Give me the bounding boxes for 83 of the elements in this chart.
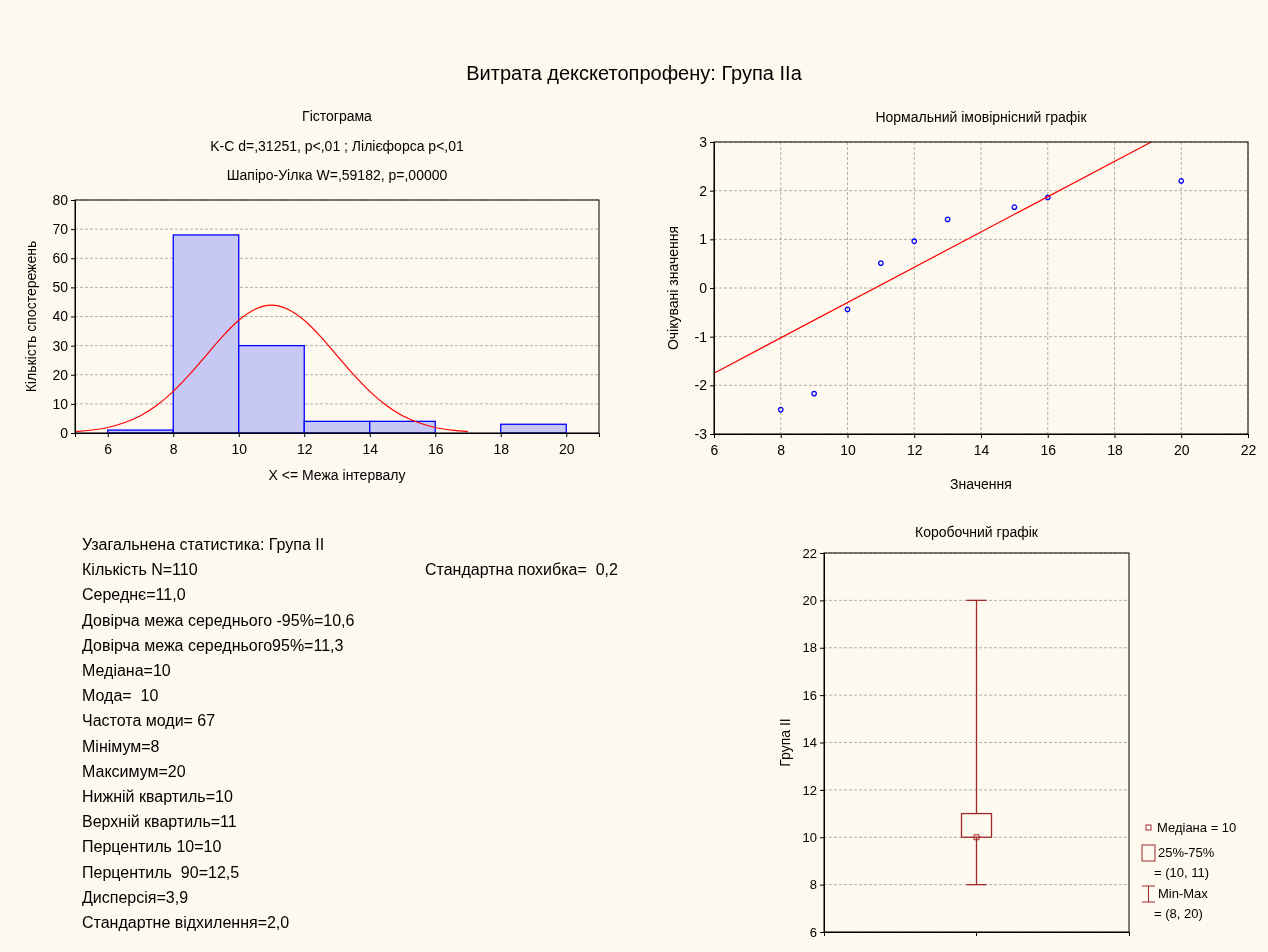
y-tick-label: 14: [802, 735, 817, 751]
chart-title: Нормальний імовірнісний графік: [875, 109, 1088, 125]
x-tick-label: 6: [710, 442, 719, 458]
point: [777, 406, 784, 413]
text: Дисперсія=3,9: [82, 888, 189, 906]
x-tick-label: 8: [777, 442, 786, 458]
y-tick-label: 6: [809, 924, 817, 940]
text: Середнє=11,0: [82, 586, 186, 604]
text: Мінімум=8: [82, 737, 160, 755]
text: 25%-75%: [1158, 845, 1215, 860]
y-tick-label: 20: [802, 593, 817, 609]
point: [811, 390, 818, 397]
x-tick-label: 10: [840, 442, 856, 458]
point: [911, 238, 918, 245]
y-tick-label: 2: [699, 182, 708, 199]
x-axis-title: Значення: [950, 476, 1012, 492]
y-tick-label: 80: [52, 191, 69, 208]
y-axis-title: Кількість спостережень: [23, 240, 39, 393]
text: Стандартна похибка= 0,2: [425, 561, 619, 579]
point: [877, 260, 884, 267]
x-tick-label: 10: [231, 441, 248, 457]
text: Витрата декскетопрофену: Група IIa: [466, 62, 803, 84]
x-tick-label: 16: [427, 441, 444, 457]
text: Min-Max: [1158, 886, 1209, 901]
x-tick-label: 22: [1240, 442, 1257, 458]
x-tick-label: 20: [1173, 442, 1190, 458]
chart-title: Гістограма: [302, 108, 373, 124]
point: [1178, 178, 1185, 184]
y-tick-label: -2: [694, 377, 708, 394]
chart-subtitle: K-C d=,31251, p<,01 ; Лілієфорса p<,01: [210, 138, 464, 154]
x-tick-label: 18: [1107, 442, 1123, 458]
text: Довірча межа середнього95%=11,3: [82, 636, 344, 654]
y-tick-label: 3: [699, 133, 708, 150]
x-tick-label: 20: [558, 441, 575, 457]
text: Узагальнена статистика: Група II: [82, 536, 325, 553]
text: Максимум=20: [82, 762, 186, 780]
line-series: [74, 304, 469, 433]
text: = (10, 11): [1154, 865, 1210, 880]
x-tick-label: 14: [973, 442, 990, 458]
point: [1011, 204, 1018, 211]
y-tick-label: 1: [699, 231, 708, 248]
text: Медіана=10: [82, 662, 171, 679]
text: Кількість N=110: [82, 561, 198, 579]
y-tick-label: 60: [52, 250, 69, 267]
x-tick-label: 16: [1040, 442, 1057, 458]
y-tick-label: 22: [802, 545, 817, 561]
x-tick-label: 6: [104, 441, 113, 457]
y-tick-label: 0: [699, 279, 708, 296]
text: = (8, 20): [1154, 906, 1203, 921]
text: Стандартне відхилення=2,0: [82, 914, 290, 931]
y-tick-label: 20: [52, 366, 69, 383]
text: Мода= 10: [82, 687, 159, 705]
x-tick-label: 12: [296, 441, 313, 457]
text: Нижній квартиль=10: [82, 788, 233, 805]
y-tick-label: 10: [802, 829, 817, 845]
text: Медіана = 10: [1157, 820, 1237, 835]
x-tick-label: 8: [169, 441, 178, 457]
y-tick-label: 50: [52, 279, 69, 296]
y-tick-label: 18: [802, 640, 817, 656]
text: Верхній квартиль=11: [82, 813, 237, 831]
y-tick-label: 40: [52, 308, 69, 325]
chart-title: Коробочний графік: [915, 524, 1039, 540]
y-tick-label: 16: [802, 687, 817, 703]
y-tick-label: 10: [52, 395, 69, 412]
y-tick-label: 8: [809, 877, 817, 893]
y-tick-label: 30: [52, 337, 69, 354]
text: Перцентиль 90=12,5: [82, 863, 240, 881]
y-tick-label: 12: [802, 782, 817, 798]
y-tick-label: -1: [694, 328, 708, 345]
text: Довірча межа середнього -95%=10,6: [82, 611, 355, 629]
x-tick-label: 18: [493, 441, 510, 457]
x-tick-label: 12: [906, 442, 923, 458]
x-tick-label: 14: [362, 441, 379, 457]
y-tick-label: 0: [60, 424, 69, 441]
y-axis-title: Очікувані значення: [665, 225, 681, 351]
text: Шапіро-Уілка W=,59182, p=,00000: [226, 167, 448, 183]
x-axis-title: X <= Межа інтервалу: [268, 467, 406, 483]
point: [944, 216, 951, 223]
text: Частота моди= 67: [82, 712, 216, 730]
y-tick-label: 70: [52, 221, 69, 238]
y-axis-title: Група II: [777, 718, 793, 767]
text: Перцентиль 10=10: [82, 838, 222, 856]
y-tick-label: -3: [694, 425, 708, 442]
